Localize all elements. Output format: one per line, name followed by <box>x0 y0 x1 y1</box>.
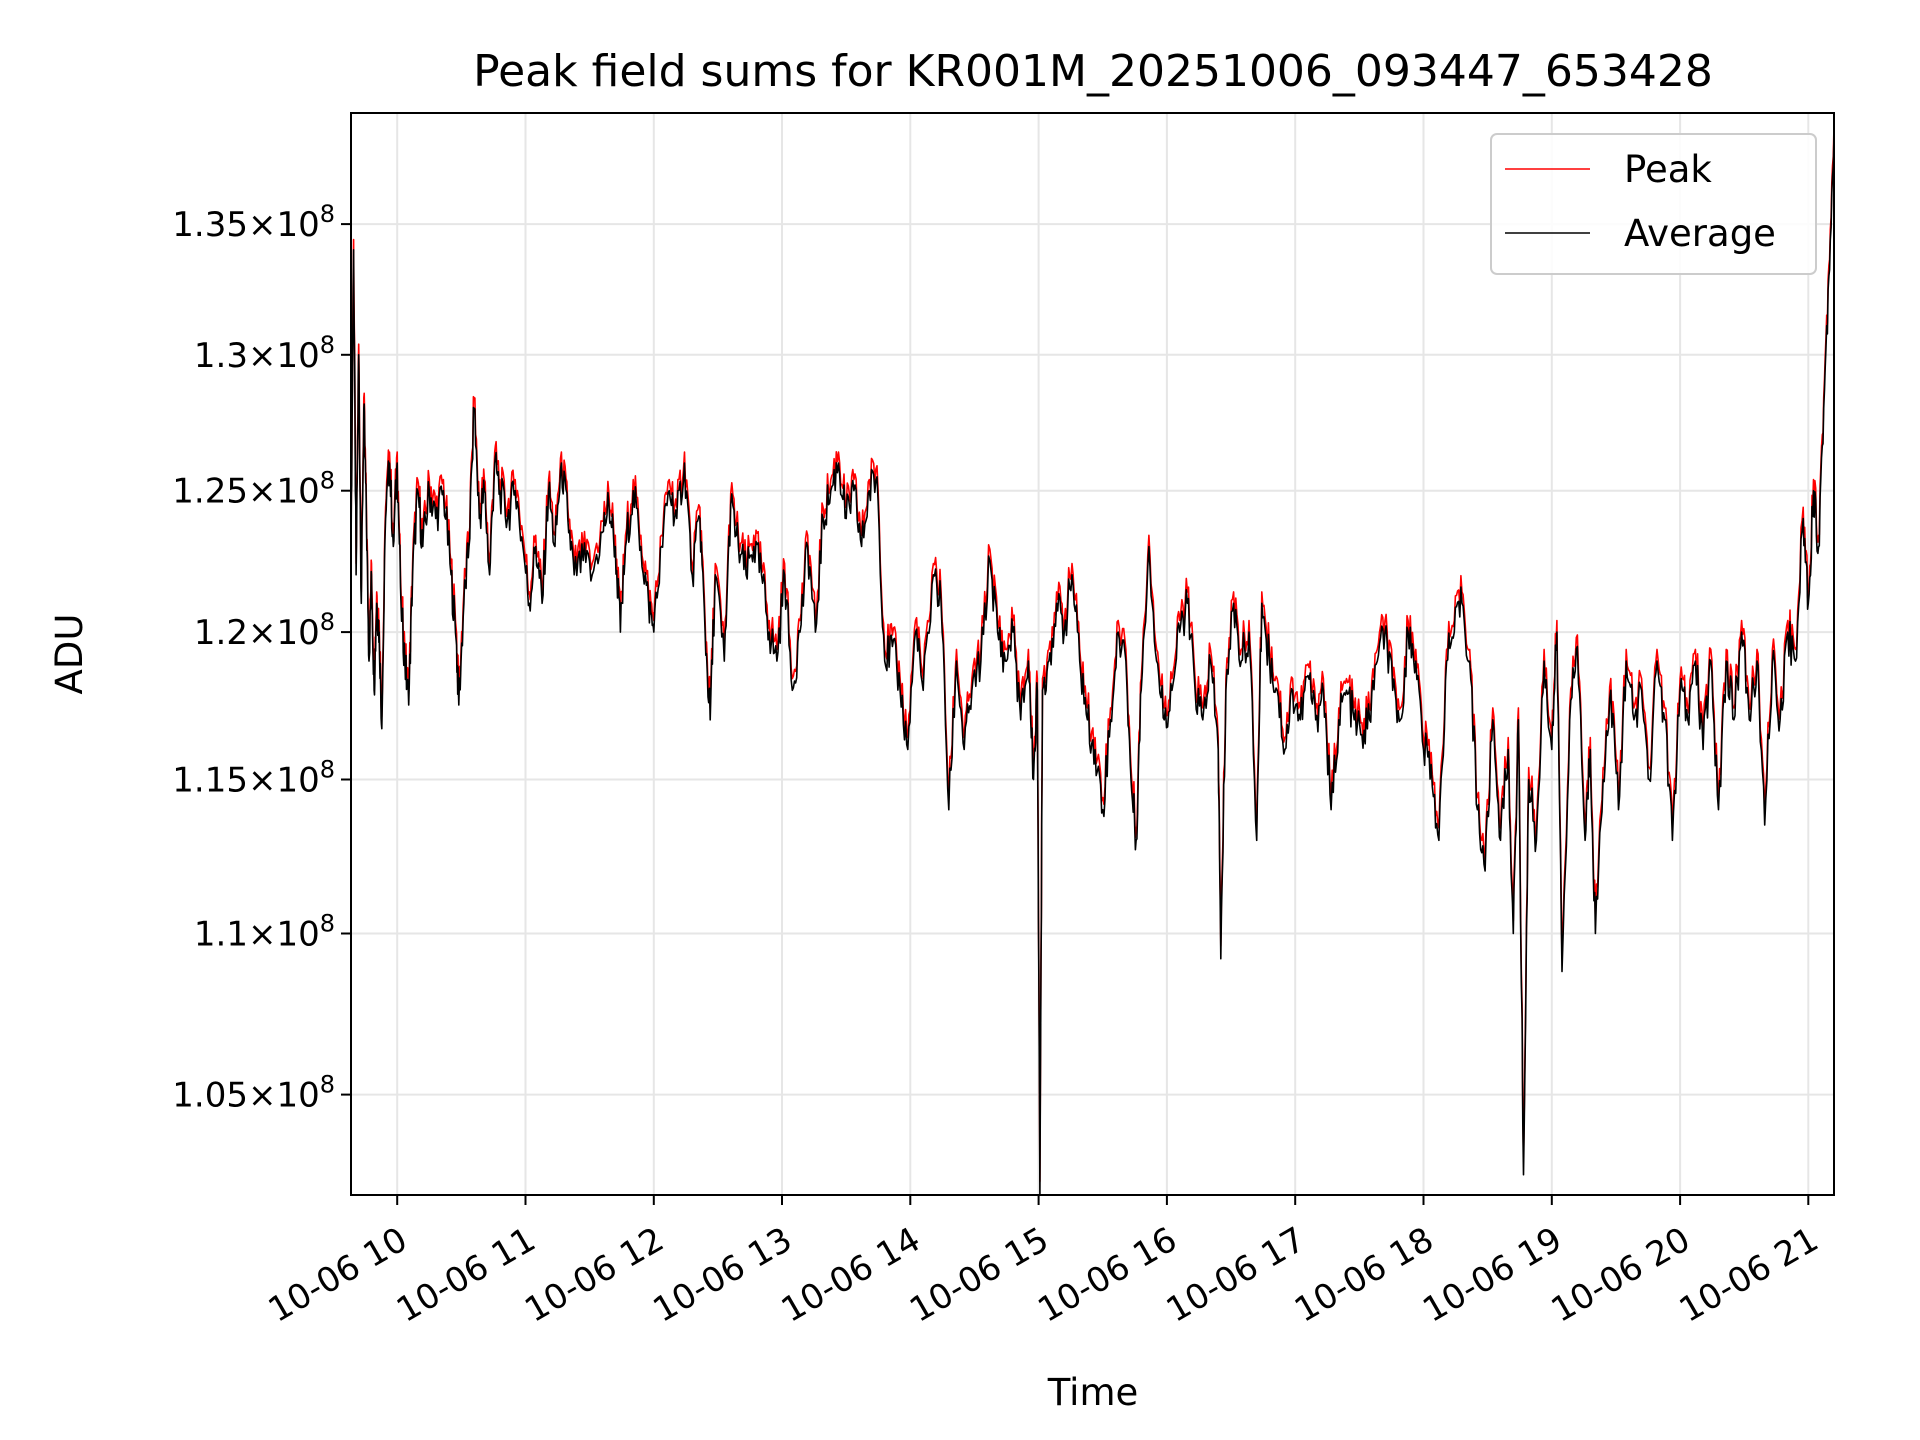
y-axis-label: ADU <box>48 614 91 695</box>
y-tick-label: 1.2×108 <box>194 608 335 653</box>
series-line-average <box>350 135 1835 1196</box>
legend-peak-label: Peak <box>1624 148 1712 191</box>
x-tick-label: 10-06 16 <box>1031 1220 1183 1331</box>
series-line-peak <box>350 125 1835 1183</box>
grid <box>351 113 1834 1195</box>
y-tick-label: 1.3×108 <box>194 331 335 376</box>
x-tick-label: 10-06 19 <box>1416 1220 1568 1331</box>
x-tick-label: 10-06 14 <box>775 1220 927 1331</box>
x-tick-label: 10-06 12 <box>518 1220 670 1331</box>
x-tick-label: 10-06 10 <box>262 1220 414 1331</box>
series-group <box>350 125 1835 1196</box>
x-axis-label: Time <box>1047 1371 1139 1414</box>
x-tick-label: 10-06 11 <box>390 1220 542 1331</box>
y-tick-label: 1.35×108 <box>172 200 335 245</box>
y-tick-label: 1.1×108 <box>194 910 335 955</box>
x-tick-label: 10-06 21 <box>1673 1220 1825 1331</box>
chart-title: Peak field sums for KR001M_20251006_0934… <box>473 46 1713 97</box>
x-tick-label: 10-06 20 <box>1545 1220 1697 1331</box>
legend-average-label: Average <box>1624 212 1776 255</box>
y-tick-label: 1.05×108 <box>172 1071 335 1116</box>
y-tick-label: 1.15×108 <box>172 756 335 801</box>
plot-frame <box>350 112 1835 1196</box>
x-tick-label: 10-06 15 <box>903 1220 1055 1331</box>
x-tick-label: 10-06 18 <box>1288 1220 1440 1331</box>
x-tick-label: 10-06 13 <box>647 1220 799 1331</box>
y-axis: 1.05×108 1.1×108 1.15×108 1.2×108 1.25×108 1.… <box>172 200 351 1116</box>
y-tick-label: 1.25×108 <box>172 467 335 512</box>
x-tick-label: 10-06 17 <box>1160 1220 1312 1331</box>
legend: Peak Average <box>1490 133 1817 275</box>
